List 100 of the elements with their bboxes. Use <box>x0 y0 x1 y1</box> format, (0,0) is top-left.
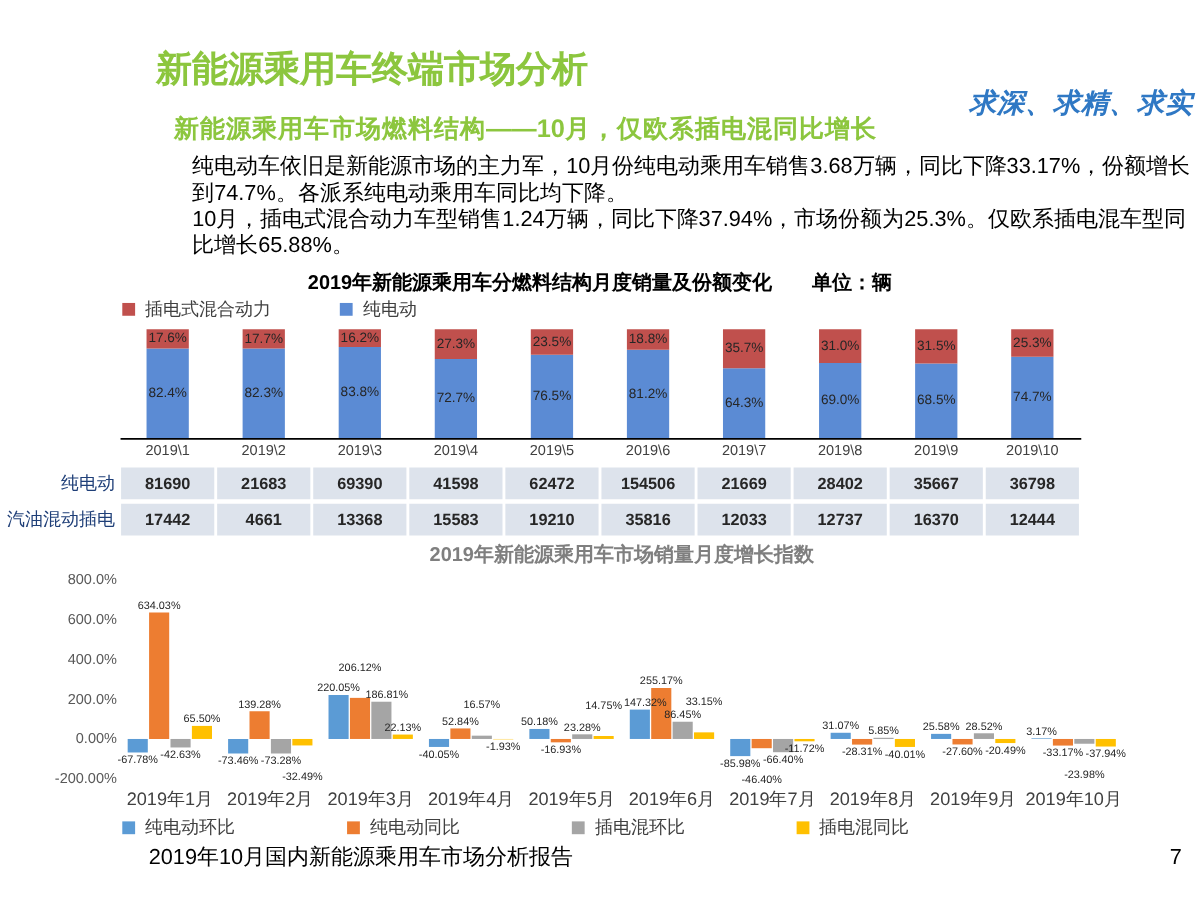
data-label: 21669 <box>721 474 768 493</box>
bar <box>1011 356 1054 439</box>
bar <box>694 732 715 739</box>
x-tick-label: 2019\5 <box>529 441 575 460</box>
legend-label: 纯电动同比 <box>369 817 460 838</box>
x-tick-label: 2019年9月 <box>930 789 1017 810</box>
text: 2019年10月国内新能源乘用车市场分析报告 <box>148 844 574 871</box>
data-label: 19210 <box>529 511 576 530</box>
bar <box>672 721 693 739</box>
bar <box>228 738 249 754</box>
bar <box>751 738 772 749</box>
x-tick-label: 2019年6月 <box>628 789 716 810</box>
x-tick-label: 2019\9 <box>914 441 959 460</box>
bar <box>434 358 478 439</box>
legend-label: 插电混同比 <box>819 817 910 838</box>
bar <box>830 732 851 739</box>
bar <box>995 738 1016 744</box>
x-tick-label: 2019\10 <box>1006 441 1059 460</box>
bar <box>529 728 550 739</box>
y-tick-label: 800.0% <box>67 569 119 588</box>
data-label: 16370 <box>913 511 960 530</box>
x-tick-label: 2019\4 <box>433 441 479 460</box>
data-label: 15583 <box>433 511 480 530</box>
bar <box>629 709 650 739</box>
bar <box>952 738 973 745</box>
text: 求深、求精、求实 <box>966 87 1197 118</box>
bar <box>328 695 349 739</box>
data-label: 41598 <box>433 474 480 493</box>
bar <box>146 348 189 439</box>
bar <box>1074 738 1095 744</box>
bar <box>249 711 270 739</box>
x-tick-label: 2019年10月 <box>1025 789 1122 810</box>
text: 新能源乘用车市场燃料结构——10月，仅欧系插电混同比增长 <box>172 113 879 144</box>
y-tick-label: 纯电动 <box>61 472 116 493</box>
bar <box>730 738 751 757</box>
bar <box>931 733 952 739</box>
data-label: 21683 <box>241 474 288 493</box>
legend-label: 纯电动环比 <box>145 817 236 838</box>
data-label: 81690 <box>145 474 192 493</box>
text: 纯电动车依旧是新能源市场的主力军，10月份纯电动乘用车销售3.68万辆，同比下降33.17%，份额增长到74.7%。各派系纯电动乘用车同比均下降。 <box>192 153 1191 206</box>
x-tick-label: 2019年5月 <box>528 789 615 810</box>
y-tick-label: 汽油混动插电 <box>7 509 116 530</box>
bar <box>338 346 381 439</box>
bar <box>292 738 313 746</box>
bar <box>242 348 285 439</box>
x-tick-label: 2019年7月 <box>729 789 816 810</box>
bar <box>626 349 670 439</box>
x-tick-label: 2019\7 <box>721 441 767 460</box>
x-tick-label: 2019年2月 <box>227 789 314 810</box>
bar <box>1052 738 1074 746</box>
x-tick-label: 2019\1 <box>145 441 190 460</box>
data-label: 28402 <box>817 474 864 493</box>
data-label: 35667 <box>913 474 960 493</box>
bar <box>722 368 766 439</box>
data-label: 62472 <box>529 474 576 493</box>
data-label: 12033 <box>721 511 768 530</box>
y-tick-label: 0.00% <box>75 729 119 748</box>
chart-title: 2019年新能源乘用车分燃料结构月度销量及份额变化 单位：辆 <box>307 271 893 296</box>
bar <box>915 363 958 439</box>
x-tick-label: 2019年8月 <box>829 789 916 810</box>
bar <box>127 738 148 753</box>
data-label: 12737 <box>817 511 864 530</box>
data-label: 154506 <box>620 474 677 493</box>
text: 10月，插电式混合动力车型销售1.24万辆，同比下降37.94%，市场份额为25.3%。仅欧系插电混车型同比增长65.88%。 <box>192 205 1186 259</box>
bar <box>450 728 471 739</box>
data-label: 12444 <box>1009 511 1056 530</box>
legend-label: 插电混环比 <box>594 817 685 838</box>
bar <box>349 697 371 739</box>
bar <box>1095 738 1116 747</box>
bar <box>973 733 994 739</box>
bar <box>819 363 862 439</box>
x-tick-label: 2019\2 <box>241 441 286 460</box>
bar <box>852 738 873 745</box>
x-tick-label: 2019\6 <box>625 441 671 460</box>
bar <box>170 738 191 748</box>
bar <box>191 725 213 739</box>
data-label: 17442 <box>145 511 192 530</box>
bar <box>428 738 450 747</box>
bar <box>149 612 170 739</box>
legend-label: 纯电动 <box>362 298 417 319</box>
x-tick-label: 2019\3 <box>337 441 383 460</box>
data-label: 4661 <box>245 511 283 530</box>
data-label: 36798 <box>1009 474 1056 493</box>
data-label: 69390 <box>337 474 384 493</box>
x-tick-label: 2019\8 <box>817 441 863 460</box>
x-tick-label: 2019年4月 <box>427 789 515 810</box>
text: 7 <box>1169 846 1182 871</box>
y-tick-label: 200.0% <box>67 689 119 708</box>
data-label: 35816 <box>625 511 672 530</box>
chart-title: 2019年新能源乘用车市场销量月度增长指数 <box>429 543 816 568</box>
x-tick-label: 2019年1月 <box>126 789 214 810</box>
text: 新能源乘用车终端市场分析 <box>153 48 588 89</box>
data-label: 13368 <box>337 511 384 530</box>
bar <box>270 738 292 754</box>
legend-label: 插电式混合动力 <box>145 298 272 319</box>
y-tick-label: 600.0% <box>67 609 119 628</box>
y-tick-label: -200.00% <box>54 769 118 788</box>
x-tick-label: 2019年3月 <box>327 789 414 810</box>
bar <box>530 354 574 439</box>
bar <box>894 738 915 747</box>
